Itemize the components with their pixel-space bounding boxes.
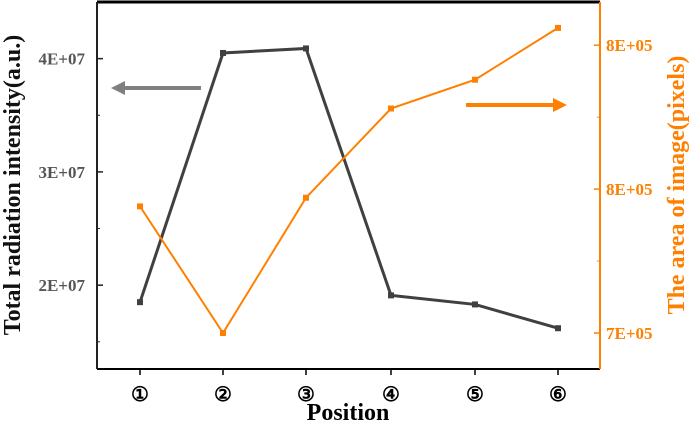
data-point-left xyxy=(303,45,309,52)
data-point-left xyxy=(220,49,226,56)
data-point-right xyxy=(472,76,478,83)
y-axis-left-label: Total radiation intensity(a.u.) xyxy=(0,35,26,335)
y-left-tick-label: 3E+07 xyxy=(38,163,85,182)
data-point-left xyxy=(555,325,561,332)
y-axis-right-label: The area of image(pixels) xyxy=(664,56,690,315)
series-line-right xyxy=(139,27,559,335)
right-arrow-icon xyxy=(553,98,567,112)
series-line-left xyxy=(138,46,559,330)
data-point-right xyxy=(555,24,561,31)
y-right-tick-label: 8E+05 xyxy=(606,180,653,199)
x-tick-label: ① xyxy=(131,384,149,406)
y-left-tick-label: 2E+07 xyxy=(38,276,85,295)
data-point-right xyxy=(303,194,309,201)
data-point-left xyxy=(388,292,394,299)
x-tick-label: ③ xyxy=(297,384,315,406)
x-tick-label: ② xyxy=(214,384,232,406)
data-point-right xyxy=(220,330,226,337)
x-tick-label: ④ xyxy=(382,384,400,406)
data-point-left xyxy=(137,299,143,306)
y-right-tick-label: 7E+05 xyxy=(606,324,653,343)
data-point-right xyxy=(388,105,394,112)
x-axis-label: Position xyxy=(307,400,390,426)
y-left-tick-label: 4E+07 xyxy=(38,50,85,69)
left-arrow-icon xyxy=(111,81,125,95)
data-point-right xyxy=(137,203,143,210)
x-tick-label: ⑥ xyxy=(549,384,567,406)
y-right-tick-label: 8E+05 xyxy=(606,36,653,55)
x-tick-label: ⑤ xyxy=(466,384,484,406)
data-point-left xyxy=(472,301,478,308)
